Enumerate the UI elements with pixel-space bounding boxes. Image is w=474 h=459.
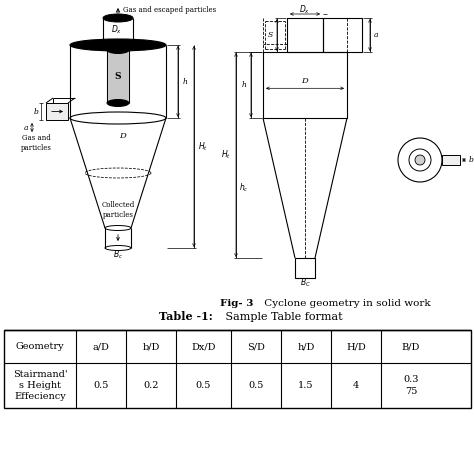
Text: b: b	[34, 107, 38, 116]
Text: Fig- 3: Fig- 3	[220, 298, 254, 308]
Text: Gas and escaped particles: Gas and escaped particles	[123, 6, 216, 14]
Text: Dx/D: Dx/D	[191, 342, 216, 351]
Text: h: h	[242, 81, 246, 89]
Bar	[46, 103, 68, 120]
Text: $D_x$: $D_x$	[111, 24, 123, 36]
Text: h: h	[182, 78, 187, 85]
Circle shape	[415, 155, 425, 165]
Text: Table -1:: Table -1:	[159, 312, 213, 323]
Text: a/D: a/D	[92, 342, 109, 351]
Text: 0.3
75: 0.3 75	[403, 375, 419, 396]
Text: 0.2: 0.2	[143, 381, 159, 390]
Text: a: a	[24, 123, 28, 131]
Text: D: D	[119, 132, 127, 140]
Text: Cyclone geometry in solid work: Cyclone geometry in solid work	[261, 298, 430, 308]
Text: 4: 4	[353, 381, 359, 390]
Bar	[323, 18, 362, 52]
Text: B/D: B/D	[402, 342, 420, 351]
Text: b: b	[469, 156, 474, 164]
Bar	[263, 52, 347, 118]
Ellipse shape	[70, 39, 166, 51]
Bar	[287, 18, 323, 52]
Bar	[107, 50, 129, 103]
Text: S: S	[115, 72, 121, 81]
Text: Sample Table format: Sample Table format	[222, 312, 343, 322]
Text: $B_C$: $B_C$	[300, 277, 310, 289]
Text: H/D: H/D	[346, 342, 366, 351]
Text: h/D: h/D	[297, 342, 315, 351]
Text: 0.5: 0.5	[196, 381, 211, 390]
Ellipse shape	[107, 46, 129, 54]
Bar	[4, 330, 471, 408]
Text: Geometry: Geometry	[16, 342, 64, 351]
Text: D: D	[301, 77, 309, 85]
Text: a: a	[374, 31, 378, 39]
Text: 1.5: 1.5	[298, 381, 314, 390]
Text: $H_t$: $H_t$	[198, 140, 208, 153]
Ellipse shape	[103, 14, 133, 22]
Text: S/D: S/D	[247, 342, 265, 351]
Ellipse shape	[107, 100, 129, 106]
Text: $D_x$: $D_x$	[300, 4, 310, 16]
Text: 0.5: 0.5	[93, 381, 109, 390]
Text: Gas and
particles: Gas and particles	[20, 134, 52, 151]
Text: $h_c$: $h_c$	[239, 182, 249, 194]
Text: S: S	[267, 31, 273, 39]
Text: $H_t$: $H_t$	[221, 149, 231, 161]
Bar	[442, 155, 460, 165]
Text: Collected
particles: Collected particles	[101, 202, 135, 218]
Text: Stairmand'
s Height
Effeciency: Stairmand' s Height Effeciency	[13, 370, 67, 401]
Bar	[295, 258, 315, 278]
Text: b/D: b/D	[142, 342, 160, 351]
Text: 0.5: 0.5	[248, 381, 264, 390]
Text: $B_c$: $B_c$	[113, 249, 123, 261]
